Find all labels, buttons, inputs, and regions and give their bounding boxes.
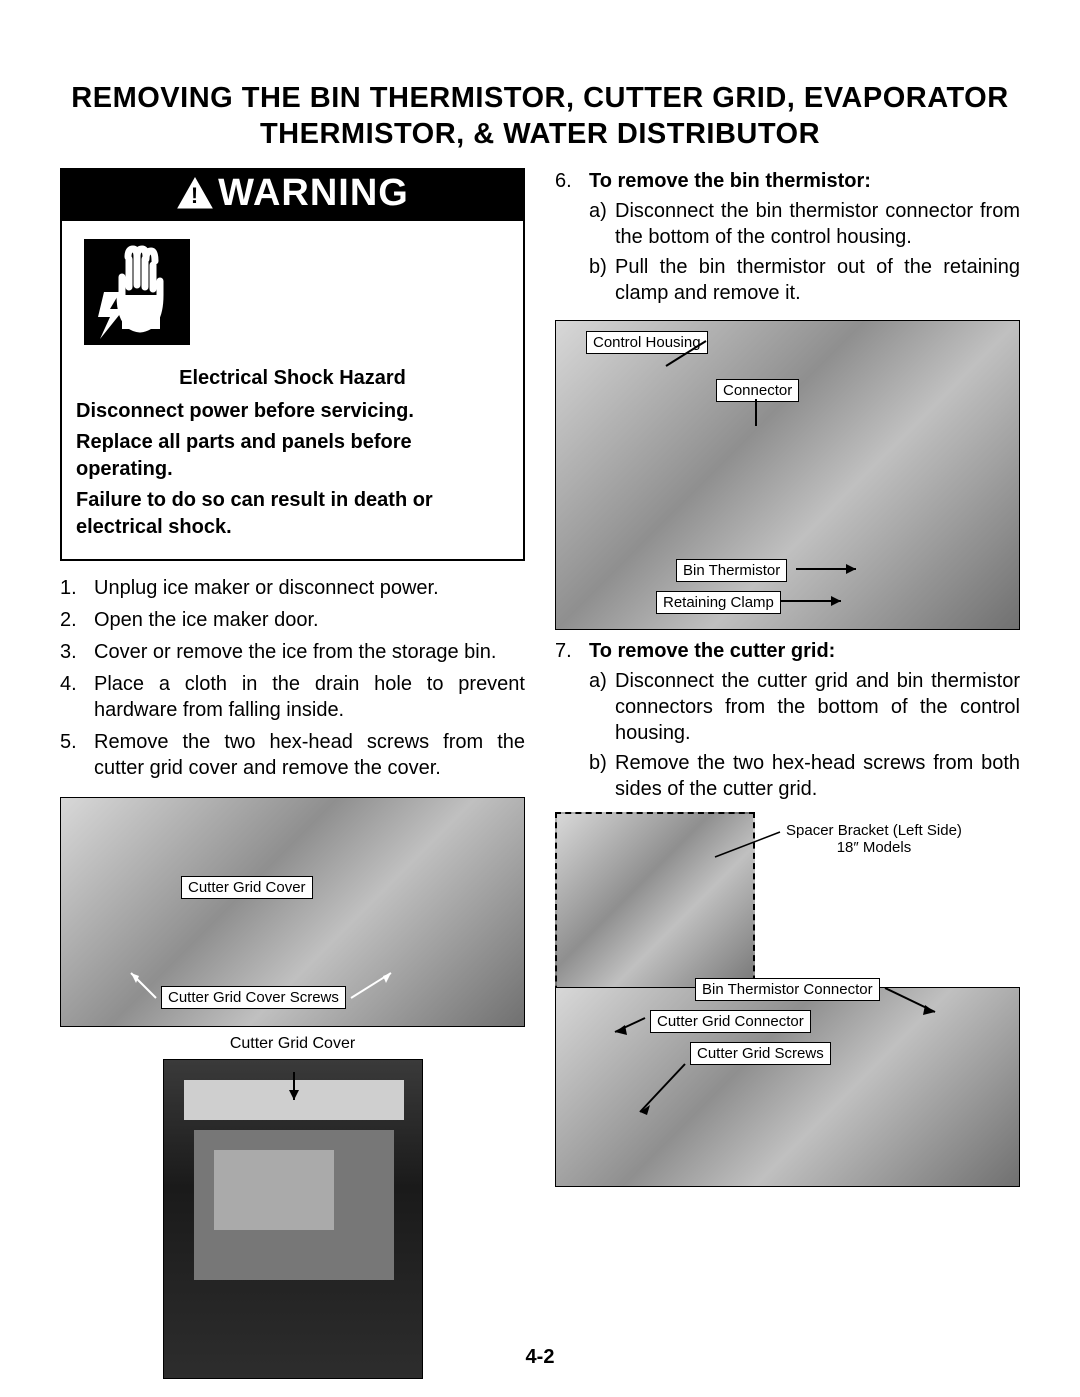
step-text: Open the ice maker door. — [94, 607, 525, 633]
substep-text: Disconnect the bin thermistor connector … — [615, 198, 1020, 250]
step-number: 4. — [60, 671, 94, 723]
step-5: 5. Remove the two hex-head screws from t… — [60, 729, 525, 781]
step-1: 1. Unplug ice maker or disconnect power. — [60, 575, 525, 601]
warning-line-3: Failure to do so can result in death or … — [76, 487, 509, 541]
figure-b-overlay-icon — [164, 1060, 422, 1378]
step-6a: a) Disconnect the bin thermistor connect… — [589, 198, 1020, 250]
step-3: 3. Cover or remove the ice from the stor… — [60, 639, 525, 665]
step-text: Cover or remove the ice from the storage… — [94, 639, 525, 665]
step-4: 4. Place a cloth in the drain hole to pr… — [60, 671, 525, 723]
figure-ice-maker-front — [163, 1059, 423, 1379]
step-lead: To remove the cutter grid: — [589, 640, 835, 662]
step-text: To remove the bin thermistor: a) Disconn… — [589, 168, 1020, 310]
step-text: Place a cloth in the drain hole to preve… — [94, 671, 525, 723]
right-column: 6. To remove the bin thermistor: a) Disc… — [555, 168, 1020, 1379]
figure-c-arrows-icon — [556, 321, 1019, 629]
substep-letter: b) — [589, 750, 615, 802]
figure-d-arrows-icon — [555, 812, 1020, 1192]
step-2: 2. Open the ice maker door. — [60, 607, 525, 633]
step-7b: b) Remove the two hex-head screws from b… — [589, 750, 1020, 802]
hazard-heading: Electrical Shock Hazard — [76, 365, 509, 392]
step-text: Remove the two hex-head screws from the … — [94, 729, 525, 781]
figure-cutter-grid-cover-closeup: Cutter Grid Cover Cutter Grid Cover Scre… — [60, 797, 525, 1027]
warning-line-1: Disconnect power before servicing. — [76, 398, 509, 425]
svg-text:!: ! — [191, 183, 199, 208]
figure-arrows-icon — [61, 798, 524, 1026]
substep-letter: b) — [589, 254, 615, 306]
step-number: 3. — [60, 639, 94, 665]
step-lead: To remove the bin thermistor: — [589, 170, 871, 192]
warning-line-2: Replace all parts and panels before oper… — [76, 429, 509, 483]
step-text: To remove the cutter grid: a) Disconnect… — [589, 638, 1020, 806]
warning-header-text: WARNING — [218, 172, 409, 215]
warning-header: ! WARNING — [62, 170, 523, 221]
step-7-substeps: a) Disconnect the cutter grid and bin th… — [589, 668, 1020, 802]
step-7: 7. To remove the cutter grid: a) Disconn… — [555, 638, 1020, 806]
steps-list-right-7: 7. To remove the cutter grid: a) Disconn… — [555, 638, 1020, 806]
step-number: 5. — [60, 729, 94, 781]
substep-text: Remove the two hex-head screws from both… — [615, 750, 1020, 802]
alert-triangle-icon: ! — [176, 176, 214, 210]
warning-body: Electrical Shock Hazard Disconnect power… — [62, 221, 523, 559]
step-number: 6. — [555, 168, 589, 310]
figure-b-caption: Cutter Grid Cover — [60, 1035, 525, 1053]
step-6b: b) Pull the bin thermistor out of the re… — [589, 254, 1020, 306]
step-text: Unplug ice maker or disconnect power. — [94, 575, 525, 601]
steps-list-right-6: 6. To remove the bin thermistor: a) Disc… — [555, 168, 1020, 310]
substep-text: Pull the bin thermistor out of the retai… — [615, 254, 1020, 306]
left-column: ! WARNING Electrical Shock Hazard Discon… — [60, 168, 525, 1379]
substep-text: Disconnect the cutter grid and bin therm… — [615, 668, 1020, 746]
step-number: 7. — [555, 638, 589, 806]
electrical-shock-icon — [82, 237, 192, 347]
substep-letter: a) — [589, 668, 615, 746]
two-column-layout: ! WARNING Electrical Shock Hazard Discon… — [60, 168, 1020, 1379]
page-number: 4-2 — [0, 1346, 1080, 1369]
warning-text-block: Electrical Shock Hazard Disconnect power… — [76, 365, 509, 541]
step-6: 6. To remove the bin thermistor: a) Disc… — [555, 168, 1020, 310]
page-title: REMOVING THE BIN THERMISTOR, CUTTER GRID… — [60, 80, 1020, 153]
figure-cutter-grid-assembly: Spacer Bracket (Left Side) 18″ Models Bi… — [555, 812, 1020, 1192]
step-6-substeps: a) Disconnect the bin thermistor connect… — [589, 198, 1020, 306]
step-7a: a) Disconnect the cutter grid and bin th… — [589, 668, 1020, 746]
steps-list-left: 1. Unplug ice maker or disconnect power.… — [60, 575, 525, 781]
step-number: 2. — [60, 607, 94, 633]
step-number: 1. — [60, 575, 94, 601]
warning-box: ! WARNING Electrical Shock Hazard Discon… — [60, 168, 525, 561]
substep-letter: a) — [589, 198, 615, 250]
figure-bin-thermistor: Control Housing Connector Bin Thermistor… — [555, 320, 1020, 630]
